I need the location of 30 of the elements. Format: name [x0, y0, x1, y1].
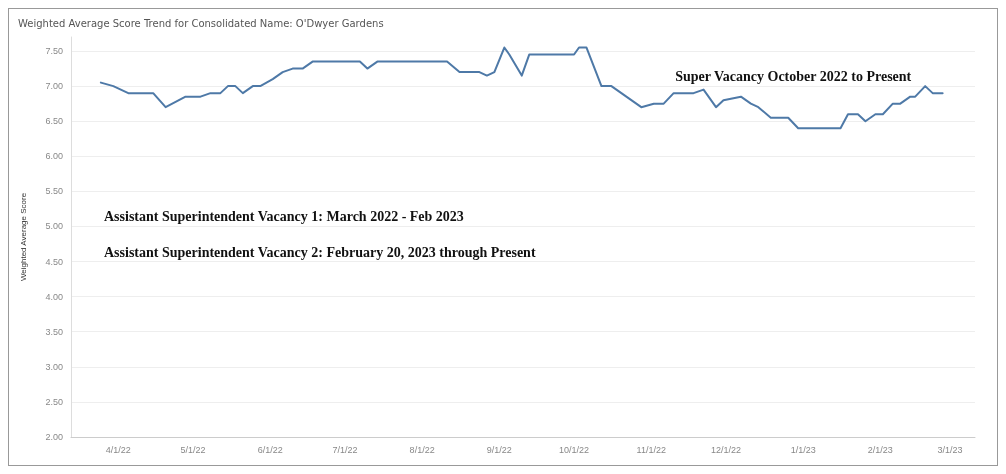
y-tick-label: 2.00	[45, 432, 63, 442]
y-tick-label: 7.50	[45, 46, 63, 57]
y-tick-label: 6.00	[45, 151, 63, 162]
x-tick-label: 1/1/23	[790, 444, 816, 455]
y-tick-label: 3.50	[45, 326, 63, 337]
annotation: Assistant Superintendent Vacancy 1: March 2022 - Feb 2023	[104, 208, 464, 224]
x-tick-label: 9/1/22	[486, 444, 512, 455]
y-tick-label: 6.50	[45, 116, 63, 127]
x-tick-label: 11/1/22	[636, 444, 666, 455]
y-tick-label: 4.00	[45, 291, 63, 302]
x-tick-label: 4/1/22	[105, 444, 131, 455]
x-tick-label: 5/1/22	[180, 444, 206, 455]
line-series	[99, 46, 944, 130]
y-tick-label: 4.50	[45, 256, 63, 267]
x-tick-label: 8/1/22	[409, 444, 435, 455]
chart-title: Weighted Average Score Trend for Consolidated Name: O'Dwyer Gardens	[18, 17, 384, 29]
annotation: Super Vacancy October 2022 to Present	[675, 68, 912, 84]
x-tick-label: 3/1/23	[937, 444, 963, 455]
y-axis-title: Weighted Average Score	[18, 192, 28, 282]
y-tick-label: 5.50	[45, 186, 63, 197]
annotation: Assistant Superintendent Vacancy 2: February 20, 2023 through Present	[104, 244, 536, 260]
y-tick-label: 2.50	[45, 396, 63, 407]
y-tick-label: 7.00	[45, 81, 63, 92]
x-tick-label: 6/1/22	[257, 444, 283, 455]
x-tick-label: 2/1/23	[867, 444, 893, 455]
x-tick-label: 10/1/22	[559, 444, 590, 455]
y-tick-label: 5.00	[45, 221, 63, 232]
y-tick-label: 3.00	[45, 361, 63, 372]
x-tick-label: 12/1/22	[710, 444, 741, 455]
x-tick-label: 7/1/22	[332, 444, 358, 455]
